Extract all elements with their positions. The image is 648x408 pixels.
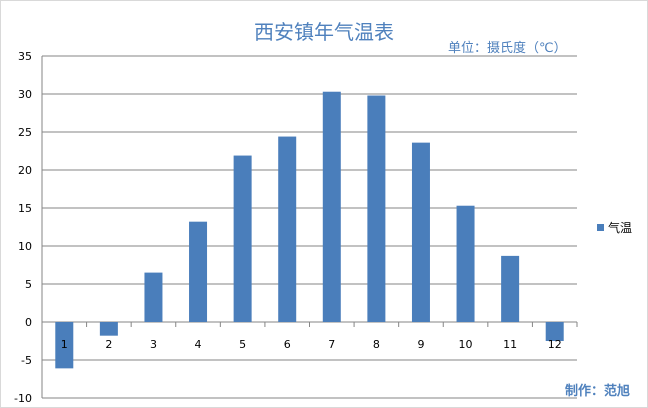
bar <box>189 221 208 322</box>
chart-title: 西安镇年气温表 <box>254 20 394 44</box>
bar <box>144 272 163 322</box>
bar <box>322 91 341 322</box>
y-tick-label: 25 <box>18 126 32 139</box>
legend-label: 气温 <box>608 221 633 235</box>
y-tick-label: 20 <box>18 164 32 177</box>
x-tick-label: 7 <box>328 338 335 351</box>
bar <box>411 142 430 322</box>
x-tick-label: 2 <box>105 338 112 351</box>
y-tick-label: 5 <box>25 278 32 291</box>
bar <box>99 322 118 336</box>
y-tick-label: 30 <box>18 88 32 101</box>
y-tick-label: -5 <box>21 354 32 367</box>
x-tick-label: 5 <box>239 338 246 351</box>
x-tick-label: 10 <box>459 338 473 351</box>
x-tick-label: 12 <box>548 338 562 351</box>
bar <box>545 322 564 341</box>
bar <box>456 205 475 322</box>
bar <box>55 322 74 369</box>
x-tick-label: 8 <box>373 338 380 351</box>
y-tick-label: 15 <box>18 202 32 215</box>
bar <box>367 95 386 323</box>
bar <box>278 136 297 322</box>
x-tick-label: 3 <box>150 338 157 351</box>
x-tick-label: 9 <box>417 338 424 351</box>
maker-label: 制作：范旭 <box>565 384 631 399</box>
y-tick-label: 35 <box>18 50 32 63</box>
legend-swatch <box>597 224 604 231</box>
bar <box>233 155 252 322</box>
bar <box>501 255 520 322</box>
x-tick-label: 6 <box>284 338 291 351</box>
legend: 气温 <box>597 219 632 236</box>
x-tick-label: 11 <box>503 338 517 351</box>
y-tick-label: 10 <box>18 240 32 253</box>
y-tick-label: 0 <box>25 316 32 329</box>
y-tick-label: -10 <box>14 392 32 405</box>
x-tick-label: 4 <box>195 338 202 351</box>
unit-label: 单位：摄氏度（℃） <box>448 41 567 56</box>
x-tick-label: 1 <box>61 338 68 351</box>
